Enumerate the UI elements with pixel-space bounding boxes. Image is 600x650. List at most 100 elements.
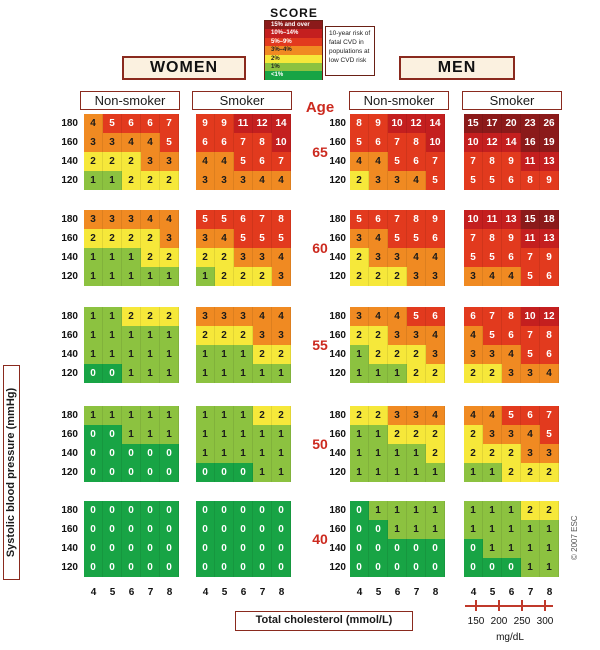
sbp-label-left: 120 [61,467,78,478]
risk-cell: 1 [160,425,179,444]
header-women-non-smoker: Non-smoker [80,91,180,110]
risk-cell: 3 [160,229,179,248]
risk-cell: 0 [141,520,160,539]
risk-cell: 5 [253,229,272,248]
risk-cell: 7 [272,152,291,171]
risk-cell: 6 [464,307,483,326]
risk-cell: 7 [426,152,445,171]
mgdl-tick-mark [475,600,477,611]
risk-cell: 2 [407,345,426,364]
risk-cell: 4 [502,267,521,286]
x-tick-label: 5 [221,587,228,598]
risk-cell: 6 [369,210,388,229]
risk-cell: 2 [369,345,388,364]
mgdl-unit: mg/dL [496,632,524,643]
risk-cell: 4 [426,406,445,425]
risk-cell: 1 [350,425,369,444]
legend: 15% and over 10%–14% 5%–9% 3%–4% 2% 1% <1% [264,20,323,80]
risk-cell: 5 [350,210,369,229]
risk-cell: 5 [483,171,502,190]
risk-cell: 7 [464,229,483,248]
risk-cell: 8 [407,210,426,229]
risk-cell: 1 [122,425,141,444]
risk-cell: 12 [253,114,272,133]
risk-cell: 4 [253,171,272,190]
risk-cell: 11 [483,210,502,229]
risk-cell: 3 [369,171,388,190]
risk-cell: 0 [234,539,253,558]
risk-cell: 2 [141,229,160,248]
risk-cell: 0 [84,520,103,539]
risk-cell: 20 [502,114,521,133]
risk-cell: 7 [160,114,179,133]
risk-cell: 0 [407,558,426,577]
risk-cell: 12 [407,114,426,133]
risk-cell: 1 [215,406,234,425]
risk-cell: 0 [160,501,179,520]
risk-cell: 10 [464,210,483,229]
risk-cell: 2 [464,364,483,383]
risk-cell: 2 [122,307,141,326]
risk-cell: 26 [540,114,559,133]
risk-cell: 1 [464,463,483,482]
risk-cell: 3 [272,267,291,286]
risk-cell: 8 [483,229,502,248]
risk-cell: 1 [84,248,103,267]
risk-cell: 0 [369,539,388,558]
risk-cell: 3 [540,444,559,463]
sbp-label-right: 160 [329,429,346,440]
risk-cell: 4 [521,425,540,444]
sbp-label-right: 140 [329,543,346,554]
risk-cell: 0 [215,539,234,558]
risk-cell: 4 [253,307,272,326]
risk-cell: 2 [103,152,122,171]
legend-item: 2% [265,54,322,63]
risk-cell: 1 [141,364,160,383]
risk-cell: 9 [369,114,388,133]
risk-cell: 2 [141,307,160,326]
risk-cell: 13 [502,210,521,229]
risk-cell: 4 [426,248,445,267]
risk-cell: 0 [272,558,291,577]
risk-cell: 0 [196,539,215,558]
risk-cell: 0 [122,558,141,577]
risk-cell: 0 [350,520,369,539]
risk-cell: 3 [253,248,272,267]
risk-cell: 0 [196,520,215,539]
risk-cell: 5 [407,307,426,326]
risk-cell: 3 [388,171,407,190]
header-women-smoker: Smoker [192,91,292,110]
risk-cell: 0 [84,558,103,577]
risk-cell: 3 [253,326,272,345]
risk-cell: 0 [122,501,141,520]
risk-cell: 0 [84,425,103,444]
sbp-label-left: 140 [61,349,78,360]
risk-cell: 3 [234,307,253,326]
risk-cell: 1 [502,520,521,539]
risk-cell: 0 [272,539,291,558]
sbp-label-left: 140 [61,448,78,459]
legend-item: 10%–14% [265,29,322,38]
risk-cell: 4 [369,307,388,326]
sbp-label-right: 140 [329,156,346,167]
risk-cell: 1 [272,444,291,463]
risk-cell: 1 [407,463,426,482]
risk-cell: 0 [272,501,291,520]
age-title: Age [305,99,335,116]
risk-cell: 0 [350,539,369,558]
sbp-label-left: 120 [61,271,78,282]
risk-cell: 5 [521,345,540,364]
risk-cell: 0 [234,463,253,482]
risk-cell: 3 [215,171,234,190]
risk-cell: 0 [84,364,103,383]
risk-cell: 0 [103,425,122,444]
risk-cell: 0 [196,463,215,482]
risk-cell: 4 [160,210,179,229]
risk-cell: 1 [388,364,407,383]
risk-cell: 8 [253,133,272,152]
risk-cell: 4 [407,248,426,267]
risk-cell: 2 [234,267,253,286]
risk-cell: 1 [196,444,215,463]
risk-cell: 3 [234,248,253,267]
